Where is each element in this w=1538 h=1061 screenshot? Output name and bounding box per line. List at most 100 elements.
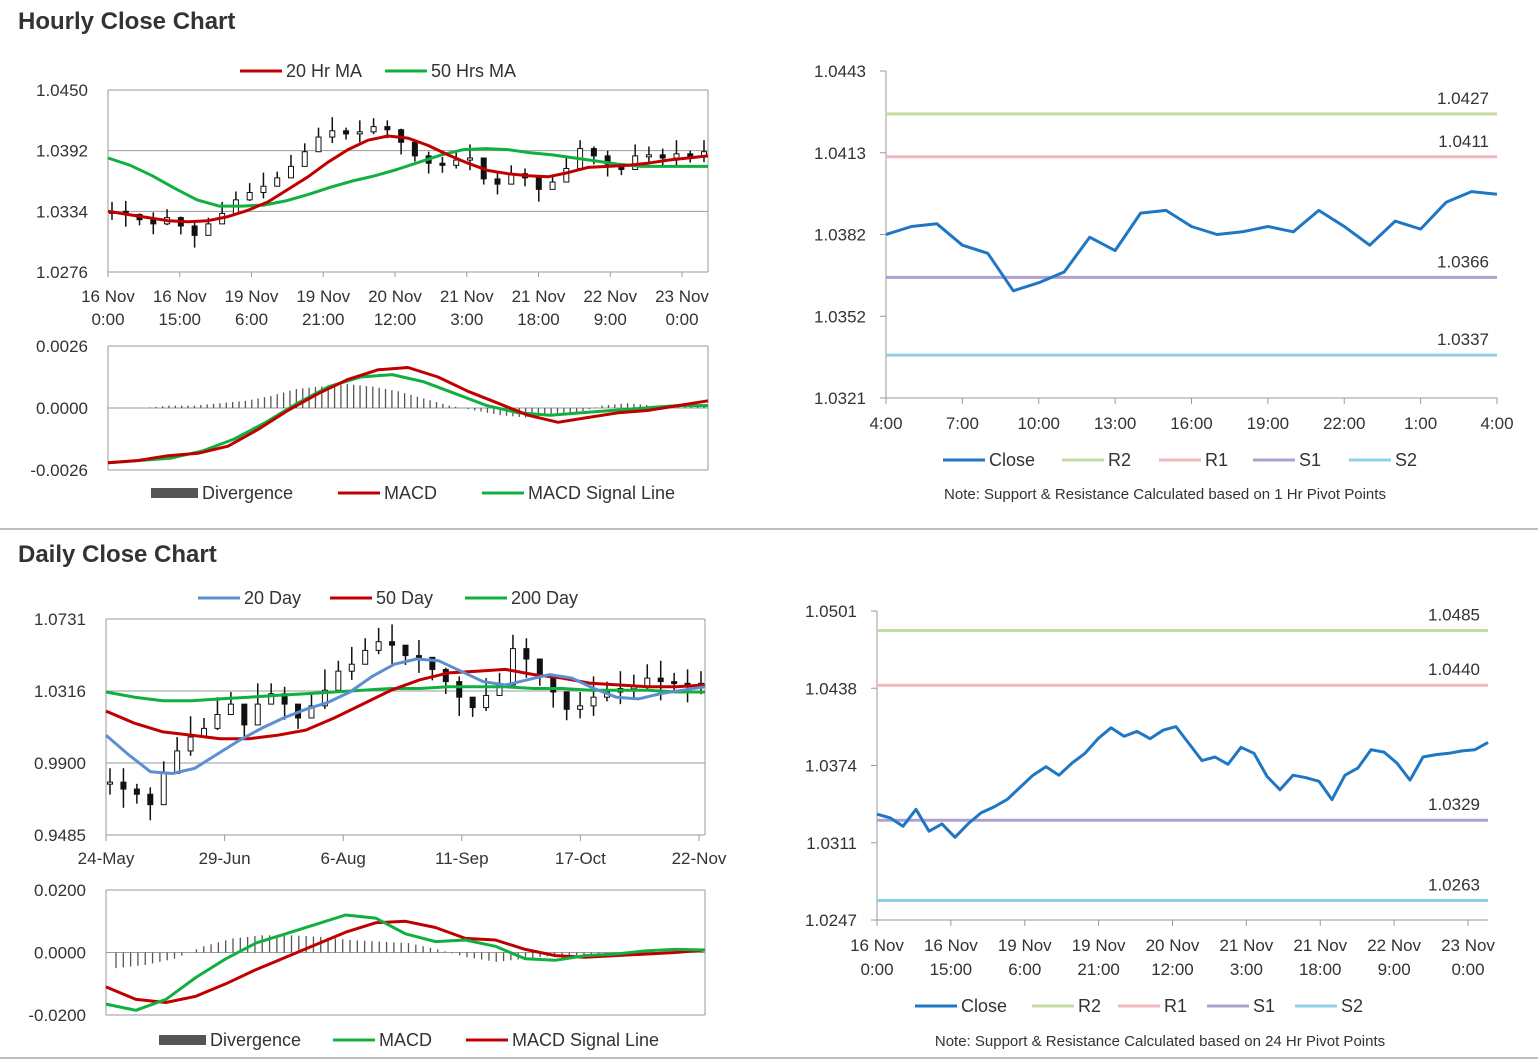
legend-200-day-label: 200 Day: [511, 588, 578, 608]
legend-20hr-ma-label: 20 Hr MA: [286, 61, 362, 81]
daily-price-candle: [577, 705, 584, 710]
daily-price-candle: [120, 781, 127, 790]
daily-price-candle: [254, 703, 261, 726]
y-tick-label: 0.0200: [34, 881, 86, 900]
x-tick-label: 15:00: [158, 310, 201, 329]
x-tick-label: 22-Nov: [672, 849, 727, 868]
legend-50hrs-ma-label: 50 Hrs MA: [431, 61, 516, 81]
daily-price-candle: [147, 793, 154, 806]
x-tick-label: 19 Nov: [1072, 936, 1126, 955]
hourly-price-candle: [590, 148, 597, 157]
daily-section-title: Daily Close Chart: [18, 541, 217, 568]
legend-hourly-r2-label: R2: [1108, 450, 1131, 470]
legend-divergence-label: Divergence: [210, 1030, 301, 1050]
hourly-price-candle: [343, 130, 350, 135]
daily-signal-line: [105, 919, 706, 1004]
daily-price-candle: [442, 668, 449, 683]
y-tick-label: 1.0443: [814, 62, 866, 81]
hourly-s1-label: 1.0366: [1437, 252, 1489, 271]
y-tick-label: 1.0731: [34, 610, 86, 629]
daily-price-candle: [187, 736, 194, 752]
y-tick-label: 1.0413: [814, 144, 866, 163]
daily-price-candle: [509, 648, 516, 686]
x-tick-label: 22 Nov: [1367, 936, 1421, 955]
daily-r2-label: 1.0485: [1428, 605, 1480, 624]
daily-price-candle: [362, 649, 369, 665]
x-tick-label: 16 Nov: [153, 287, 207, 306]
hourly-price-candle: [549, 181, 556, 190]
daily-s2-label: 1.0263: [1428, 876, 1480, 895]
x-tick-label: 12:00: [1151, 960, 1194, 979]
legend-macd-label: MACD: [384, 483, 437, 503]
hourly-price-candle: [356, 131, 363, 135]
y-tick-label: 1.0321: [814, 389, 866, 408]
legend-50-day-label: 50 Day: [376, 588, 433, 608]
hourly-price-candle: [453, 159, 460, 166]
daily-s1-label: 1.0329: [1428, 795, 1480, 814]
x-tick-label: 22:00: [1323, 414, 1366, 433]
daily-price-candle: [671, 681, 678, 685]
daily-price-candle: [563, 691, 570, 710]
legend-hourly-close-label: Close: [989, 450, 1035, 470]
hourly-ma20-line: [107, 134, 709, 224]
x-tick-label: 0:00: [860, 960, 893, 979]
y-tick-label: 1.0352: [814, 307, 866, 326]
y-tick-label: 1.0382: [814, 226, 866, 245]
y-tick-label: 1.0501: [805, 602, 857, 621]
legend-macd-signal-label: MACD Signal Line: [528, 483, 675, 503]
y-tick-label: 0.0000: [34, 944, 86, 963]
daily-price-candle: [321, 689, 328, 707]
x-tick-label: 4:00: [1480, 414, 1513, 433]
hourly-r2-label: 1.0427: [1437, 89, 1489, 108]
x-tick-label: 0:00: [1451, 960, 1484, 979]
hourly-ma50-line: [107, 147, 708, 208]
legend-divergence-label: Divergence: [202, 483, 293, 503]
daily-ma20-line: [105, 657, 706, 775]
legend-macd-signal-label: MACD Signal Line: [512, 1030, 659, 1050]
hourly-price-candle: [274, 177, 281, 187]
legend-hourly-s2-label: S2: [1395, 450, 1417, 470]
bottom-divider: [0, 1057, 1538, 1059]
hourly-price-candle: [384, 126, 391, 131]
x-tick-label: 23 Nov: [655, 287, 709, 306]
y-tick-label: 1.0247: [805, 911, 857, 930]
daily-note: Note: Support & Resistance Calculated ba…: [935, 1033, 1385, 1050]
daily-price-candle: [415, 655, 422, 659]
daily-price-candle: [456, 681, 463, 698]
hourly-price-candle: [191, 225, 198, 236]
x-tick-label: 21:00: [1077, 960, 1120, 979]
hourly-price-candle: [287, 165, 294, 179]
legend-daily-r2-label: R2: [1078, 996, 1101, 1016]
section-divider: [0, 528, 1538, 530]
daily-r1-label: 1.0440: [1428, 660, 1480, 679]
hourly-s2-label: 1.0337: [1437, 330, 1489, 349]
daily-price-candle: [335, 670, 342, 691]
daily-close-line: [876, 725, 1489, 839]
x-tick-label: 21 Nov: [512, 287, 566, 306]
hourly-price-candle: [315, 136, 322, 153]
daily-price-candle: [308, 705, 315, 719]
y-tick-label: 1.0316: [34, 682, 86, 701]
y-tick-label: 0.9485: [34, 826, 86, 845]
daily-macd-line: [105, 913, 706, 1012]
hourly-price-candle: [246, 192, 253, 201]
y-tick-label: 0.0000: [36, 399, 88, 418]
legend-divergence-swatch: [151, 488, 198, 498]
x-tick-label: 0:00: [665, 310, 698, 329]
x-tick-label: 6:00: [1008, 960, 1041, 979]
x-tick-label: 19 Nov: [296, 287, 350, 306]
daily-price-candle: [375, 641, 382, 651]
daily-price-candle: [402, 644, 409, 657]
y-tick-label: 1.0392: [36, 142, 88, 161]
x-tick-label: 10:00: [1017, 414, 1060, 433]
x-tick-label: 16 Nov: [924, 936, 978, 955]
hourly-price-candle: [466, 157, 473, 161]
x-tick-label: 19 Nov: [998, 936, 1052, 955]
daily-price-candle: [107, 781, 113, 785]
hourly-price-candle: [329, 130, 336, 138]
x-tick-label: 18:00: [1299, 960, 1342, 979]
hourly-price-candle: [301, 151, 308, 167]
hourly-price-candle: [604, 155, 611, 165]
x-tick-label: 20 Nov: [368, 287, 422, 306]
hourly-section-title: Hourly Close Chart: [18, 8, 236, 35]
